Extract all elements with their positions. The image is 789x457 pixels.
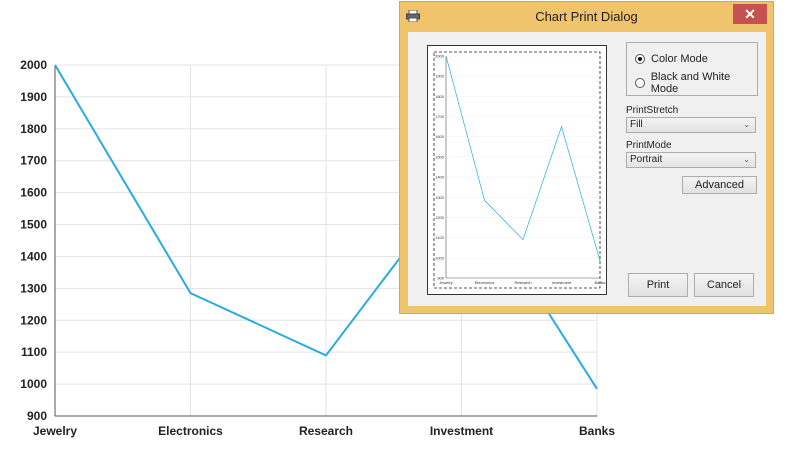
preview-x-tick-label: Electronics [475, 280, 495, 285]
color-mode-option[interactable]: Color Mode [635, 51, 708, 67]
preview-y-tick-label: 1600 [435, 134, 445, 139]
close-button[interactable]: ✕ [733, 4, 767, 24]
y-tick-label: 1300 [20, 281, 47, 295]
y-tick-label: 900 [27, 409, 47, 423]
preview-y-tick-label: 2000 [435, 54, 445, 59]
preview-y-tick-label: 1300 [435, 195, 445, 200]
chevron-down-icon: ⌄ [743, 155, 750, 164]
color-mode-radio[interactable] [635, 54, 645, 64]
bw-mode-radio[interactable] [635, 78, 645, 88]
print-preview: 900 1000 1100 1200 1300 1400 1500 1600 1700 1800 1… [427, 45, 607, 295]
color-mode-label: Color Mode [651, 53, 708, 65]
y-tick-label: 1100 [21, 345, 47, 359]
y-tick-label: 1900 [20, 90, 47, 104]
cancel-button[interactable]: Cancel [694, 273, 754, 297]
preview-x-tick-label: Research [514, 280, 531, 285]
print-mode-select[interactable]: Portrait ⌄ [626, 152, 756, 168]
y-tick-label: 1600 [20, 186, 47, 200]
y-tick-label: 1700 [20, 154, 47, 168]
preview-chart: 900 1000 1100 1200 1300 1400 1500 1600 1700 1800 1… [433, 51, 606, 289]
print-stretch-value: Fill [630, 119, 643, 130]
preview-y-tick-label: 1200 [435, 215, 445, 220]
close-icon: ✕ [744, 6, 756, 22]
preview-page-border [433, 51, 601, 289]
dialog-content: 900 1000 1100 1200 1300 1400 1500 1600 1700 1800 1… [408, 32, 766, 306]
preview-series-line [445, 55, 601, 261]
preview-x-tick-label: Banks [594, 280, 605, 285]
preview-y-tick-label: 1700 [435, 114, 445, 119]
bw-mode-option[interactable]: Black and White Mode [635, 71, 757, 95]
preview-y-tick-label: 1000 [435, 255, 445, 260]
y-tick-label: 1500 [20, 218, 47, 232]
dialog-title: Chart Print Dialog [535, 9, 638, 24]
x-tick-label: Research [299, 424, 353, 438]
x-tick-label: Jewelry [33, 424, 77, 438]
color-mode-group: Color Mode Black and White Mode [626, 42, 758, 96]
print-button[interactable]: Print [628, 273, 688, 297]
y-tick-label: 1200 [20, 313, 47, 327]
preview-x-tick-label: Jewelry [439, 280, 453, 285]
chart-print-dialog: Chart Print Dialog ✕ 900 1000 1100 1200 1300… [399, 1, 774, 314]
x-tick-label: Investment [430, 424, 493, 438]
print-mode-value: Portrait [630, 154, 663, 165]
print-mode-label: PrintMode [626, 140, 672, 151]
preview-y-tick-label: 1100 [435, 235, 444, 240]
y-tick-label: 1000 [20, 377, 47, 391]
x-tick-label: Electronics [158, 424, 223, 438]
preview-y-tick-label: 900 [437, 276, 444, 281]
printer-icon [406, 10, 420, 22]
preview-y-tick-label: 1500 [435, 154, 445, 159]
preview-x-tick-label: Investment [552, 280, 572, 285]
y-tick-label: 1400 [20, 249, 47, 263]
y-tick-label: 2000 [20, 58, 47, 72]
preview-y-tick-label: 1800 [435, 94, 445, 99]
dialog-titlebar[interactable]: Chart Print Dialog ✕ [400, 2, 773, 32]
y-tick-label: 1800 [20, 122, 47, 136]
x-tick-label: Banks [579, 424, 615, 438]
print-stretch-select[interactable]: Fill ⌄ [626, 117, 756, 133]
preview-y-tick-label: 1400 [435, 175, 445, 180]
preview-y-tick-label: 1900 [435, 74, 445, 79]
chevron-down-icon: ⌄ [743, 120, 750, 129]
print-stretch-label: PrintStretch [626, 105, 679, 116]
bw-mode-label: Black and White Mode [650, 71, 731, 95]
advanced-button[interactable]: Advanced [682, 176, 757, 194]
